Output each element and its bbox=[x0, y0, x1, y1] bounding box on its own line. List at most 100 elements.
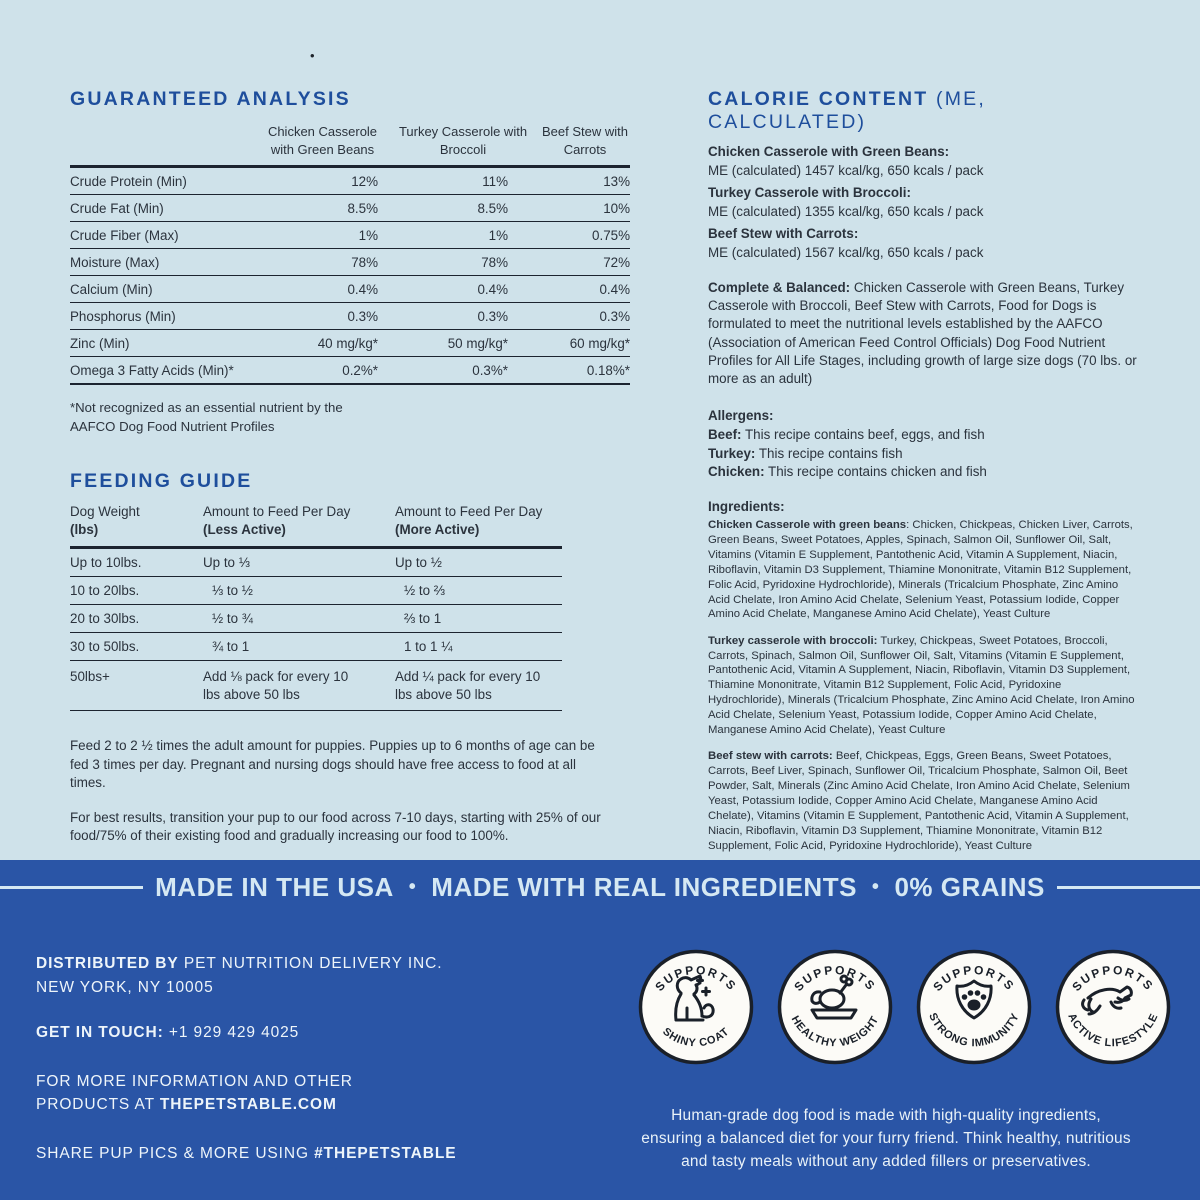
table-row: 20 to 30lbs. ½ to ¾ ⅔ to 1 bbox=[70, 605, 562, 633]
cell-value: Up to ⅓ bbox=[203, 555, 250, 570]
guaranteed-analysis-table: Chicken Casserole with Green Beans Turke… bbox=[70, 123, 630, 385]
sitting-dog-icon bbox=[674, 974, 715, 1022]
ingredient-list: Chicken Casserole with green beans: Chic… bbox=[708, 519, 1133, 621]
row-label: Crude Fiber (Max) bbox=[70, 227, 179, 243]
row-label: Calcium (Min) bbox=[70, 281, 153, 297]
roast-on-plate-icon bbox=[810, 974, 858, 1020]
recipe-name: Turkey Casserole with Broccoli: bbox=[708, 185, 911, 200]
allergen-entry: Chicken: This recipe contains chicken an… bbox=[708, 463, 987, 479]
allergen-entry: Turkey: This recipe contains fish bbox=[708, 445, 903, 461]
dot-mark: • bbox=[310, 48, 315, 63]
cell-value: 8.5% bbox=[477, 200, 508, 216]
badge-shiny-coat: SUPPORTS SHINY COAT bbox=[637, 948, 755, 1066]
cell-value: Up to ½ bbox=[395, 555, 442, 570]
cell-value: ⅓ to ½ bbox=[212, 583, 253, 598]
row-label: Moisture (Max) bbox=[70, 254, 160, 270]
cell-value: 12% bbox=[351, 173, 378, 189]
table-row: Crude Fat (Min) 8.5% 8.5% 10% bbox=[70, 195, 630, 222]
cell-value: 40 mg/kg* bbox=[317, 335, 378, 351]
cell-value: 1 to 1 ¼ bbox=[404, 639, 453, 654]
table-row: Crude Fiber (Max) 1% 1% 0.75% bbox=[70, 222, 630, 249]
phone-number: +1 929 429 4025 bbox=[163, 1024, 300, 1041]
row-label: Phosphorus (Min) bbox=[70, 308, 176, 324]
table-row: 30 to 50lbs. ¾ to 1 1 to 1 ¼ bbox=[70, 633, 562, 661]
allergens-section: Allergens: Beef: This recipe contains be… bbox=[708, 407, 1140, 481]
column-header: Amount to Feed Per Day (More Active) bbox=[395, 504, 543, 537]
allergens-title: Allergens: bbox=[708, 408, 774, 424]
footnote: *Not recognized as an essential nutrient… bbox=[70, 400, 343, 434]
cell-value: 60 mg/kg* bbox=[569, 335, 630, 351]
cell-value: 78% bbox=[481, 254, 508, 270]
banner-rule-right bbox=[1056, 886, 1200, 889]
cell-value: 1% bbox=[358, 227, 378, 243]
cell-value: 13% bbox=[603, 173, 630, 189]
cell-value: 0.3% bbox=[477, 308, 508, 324]
cell-value: 0.75% bbox=[592, 227, 630, 243]
footer-panel: MADE IN THE USA • MADE WITH REAL INGREDI… bbox=[0, 860, 1200, 1200]
bullet-separator: • bbox=[408, 876, 417, 898]
left-column: GUARANTEED ANALYSIS Chicken Casserole wi… bbox=[70, 88, 630, 859]
cell-value: Add ⅛ pack for every 10 lbs above 50 lbs bbox=[203, 669, 349, 702]
cell-value: 0.4% bbox=[347, 281, 378, 297]
cell-value: 0.3%* bbox=[472, 362, 508, 378]
table-row: Phosphorus (Min) 0.3% 0.3% 0.3% bbox=[70, 303, 630, 330]
cell-value: ½ to ⅔ bbox=[404, 583, 445, 598]
ingredients-section: Ingredients: Chicken Casserole with gree… bbox=[708, 499, 1140, 854]
recipe-name: Chicken Casserole with Green Beans: bbox=[708, 144, 950, 159]
table-row: Moisture (Max) 78% 78% 72% bbox=[70, 249, 630, 276]
calorie-value: ME (calculated) 1355 kcal/kg, 650 kcals … bbox=[708, 203, 984, 219]
hashtag: #THEPETSTABLE bbox=[314, 1144, 457, 1162]
table-row: Crude Protein (Min) 12% 11% 13% bbox=[70, 168, 630, 195]
cell-value: ½ to ¾ bbox=[212, 611, 253, 626]
table-header-row: Chicken Casserole with Green Beans Turke… bbox=[70, 123, 630, 168]
calorie-entry: Turkey Casserole with Broccoli: ME (calc… bbox=[708, 184, 1140, 221]
column-header: Dog Weight (lbs) bbox=[70, 504, 140, 537]
allergen-entry: Beef: This recipe contains beef, eggs, a… bbox=[708, 427, 985, 443]
calorie-value: ME (calculated) 1457 kcal/kg, 650 kcals … bbox=[708, 162, 984, 178]
cell-value: 72% bbox=[603, 254, 630, 270]
table-row: Calcium (Min) 0.4% 0.4% 0.4% bbox=[70, 276, 630, 303]
cell-value: 30 to 50lbs. bbox=[70, 639, 140, 654]
cell-value: 20 to 30lbs. bbox=[70, 611, 140, 626]
badge-healthy-weight: SUPPORTS HEALTHY WEIGHT bbox=[776, 948, 894, 1066]
calorie-entry: Beef Stew with Carrots: ME (calculated) … bbox=[708, 225, 1140, 262]
guaranteed-analysis-title: GUARANTEED ANALYSIS bbox=[70, 88, 351, 110]
cell-value: 0.2%* bbox=[342, 362, 378, 378]
cell-value: Add ¼ pack for every 10 lbs above 50 lbs bbox=[395, 669, 541, 702]
claim-real-ingredients: MADE WITH REAL INGREDIENTS bbox=[431, 872, 857, 902]
row-label: Zinc (Min) bbox=[70, 335, 130, 351]
cell-value: 0.4% bbox=[477, 281, 508, 297]
calorie-entries: Chicken Casserole with Green Beans: ME (… bbox=[708, 143, 1140, 262]
calorie-entry: Chicken Casserole with Green Beans: ME (… bbox=[708, 143, 1140, 180]
get-in-touch: GET IN TOUCH: +1 929 429 4025 bbox=[36, 1024, 300, 1041]
cell-value: 0.3% bbox=[347, 308, 378, 324]
ingredients-title: Ingredients: bbox=[708, 499, 785, 515]
footer-contact: DISTRIBUTED BY PET NUTRITION DELIVERY IN… bbox=[36, 952, 456, 1165]
badge-active-lifestyle: SUPPORTS ACTIVE LIFESTYLE bbox=[1054, 948, 1172, 1066]
column-header: Beef Stew with Carrots bbox=[542, 124, 628, 157]
cell-value: 78% bbox=[351, 254, 378, 270]
cell-value: 50lbs+ bbox=[70, 669, 110, 684]
cell-value: 10% bbox=[603, 200, 630, 216]
share-hashtag: SHARE PUP PICS & MORE USING #THEPETSTABL… bbox=[36, 1144, 457, 1162]
recipe-name: Beef Stew with Carrots: bbox=[708, 226, 859, 241]
footer-caption: Human-grade dog food is made with high-q… bbox=[641, 1106, 1131, 1170]
cell-value: 0.18%* bbox=[586, 362, 630, 378]
claim-made-in-usa: MADE IN THE USA bbox=[155, 872, 394, 902]
cell-value: 0.4% bbox=[599, 281, 630, 297]
shield-paw-icon bbox=[955, 979, 993, 1020]
cell-value: 1% bbox=[488, 227, 508, 243]
transition-note: For best results, transition your pup to… bbox=[70, 809, 601, 844]
table-row: 50lbs+ Add ⅛ pack for every 10 lbs above… bbox=[70, 661, 562, 711]
feeding-note: Feed 2 to 2 ½ times the adult amount for… bbox=[70, 738, 595, 791]
cell-value: ¾ to 1 bbox=[212, 639, 250, 654]
badge-circle bbox=[638, 949, 754, 1065]
feeding-guide-title: FEEDING GUIDE bbox=[70, 470, 253, 492]
table-header-row: Dog Weight (lbs) Amount to Feed Per Day (L… bbox=[70, 503, 562, 549]
calorie-content-title: CALORIE CONTENT (ME, CALCULATED) bbox=[708, 88, 987, 133]
column-header: Chicken Casserole with Green Beans bbox=[267, 124, 378, 157]
table-row: Zinc (Min) 40 mg/kg* 50 mg/kg* 60 mg/kg* bbox=[70, 330, 630, 357]
cell-value: 10 to 20lbs. bbox=[70, 583, 140, 598]
cell-value: ⅔ to 1 bbox=[404, 611, 442, 626]
